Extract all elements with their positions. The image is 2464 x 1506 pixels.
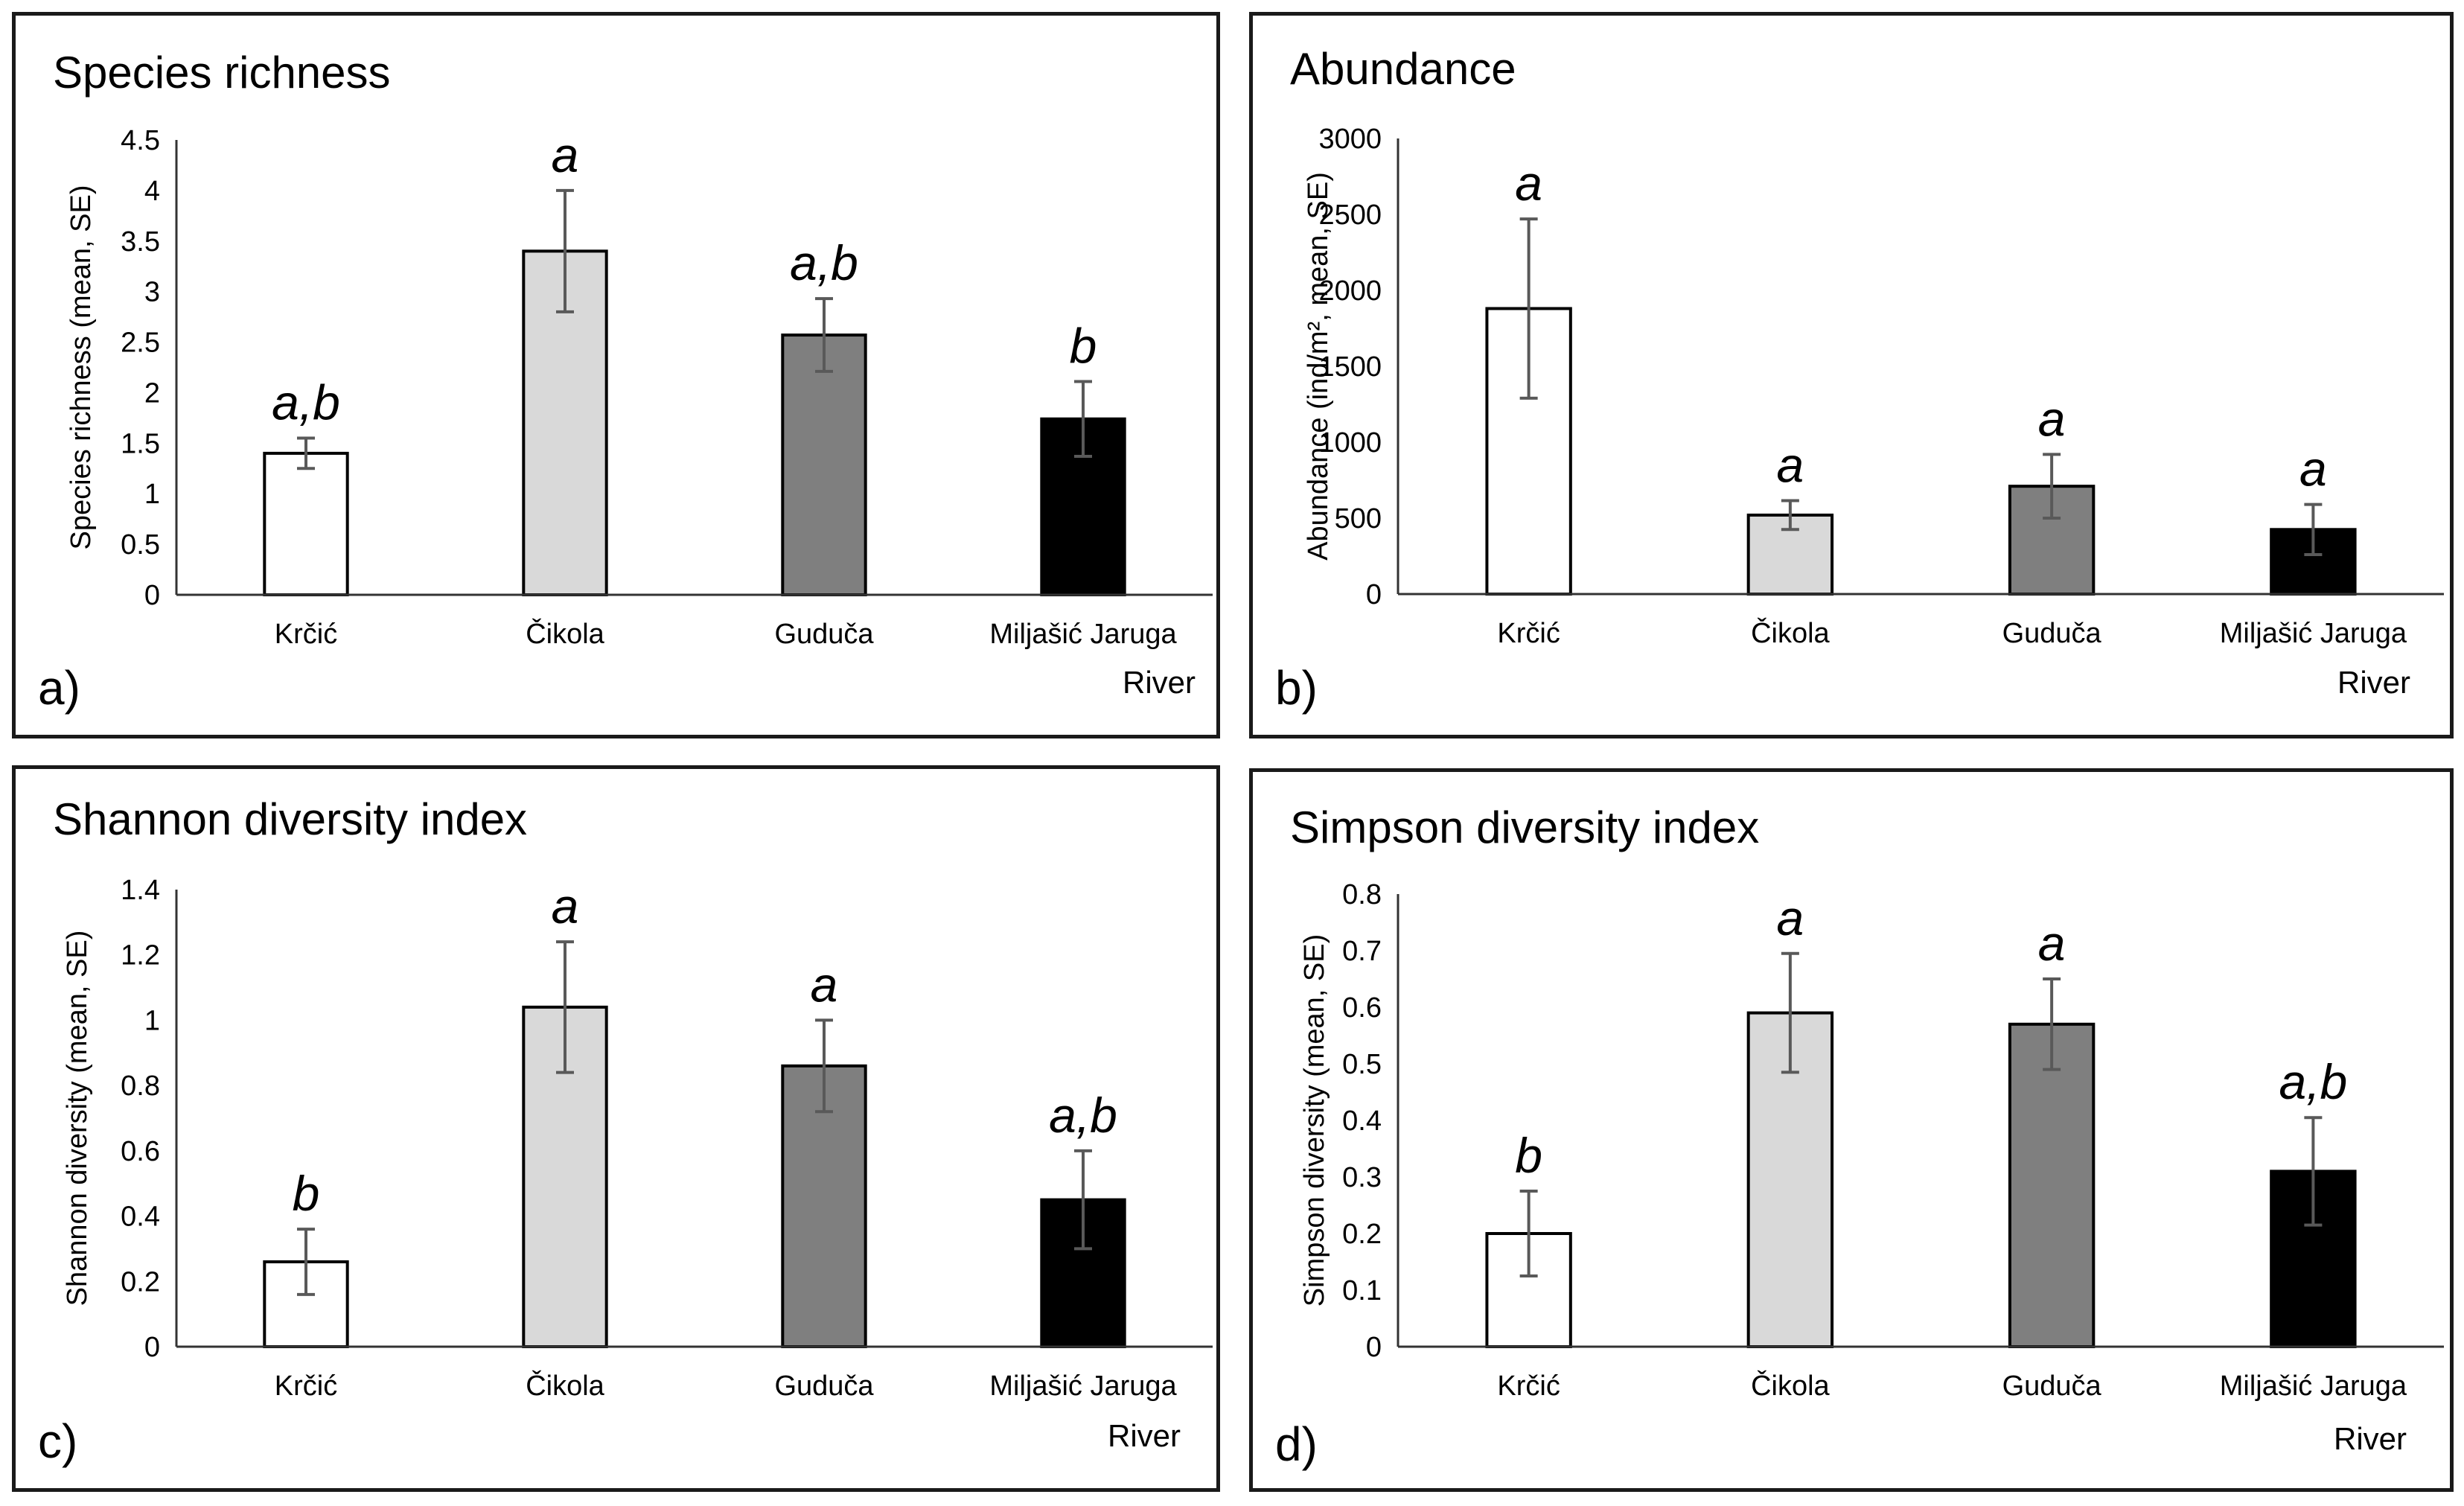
y-tick-label: 1.5: [121, 428, 160, 459]
x-tick-label: Krčić: [275, 619, 337, 650]
significance-label: a,b: [1049, 1088, 1117, 1143]
y-tick-label: 1000: [1318, 427, 1382, 459]
y-tick-label: 4: [144, 176, 160, 207]
panel-species-richness: Species richness a) River Species richness …: [12, 12, 1220, 738]
x-tick-label: Miljašić Jaruga: [2220, 1371, 2407, 1402]
y-axis-title: Shannon diversity (mean, SE): [62, 931, 93, 1306]
x-axis-title: River: [2334, 1421, 2407, 1456]
chart-abundance: Abundance b) River Abundance (ind/m², mean,…: [1275, 44, 2444, 715]
y-tick-label: 0: [144, 580, 160, 611]
y-tick-label: 0.8: [121, 1071, 160, 1102]
chart-title: Abundance: [1290, 44, 1516, 94]
bar: [263, 451, 349, 597]
y-tick-label: 2000: [1318, 275, 1382, 307]
x-axis-title: River: [1123, 665, 1196, 700]
x-tick-label: Miljašić Jaruga: [2220, 618, 2407, 649]
x-axis-title: River: [2337, 665, 2410, 700]
y-tick-label: 0: [144, 1332, 160, 1363]
y-axis-title: Species richness (mean, SE): [66, 185, 97, 550]
panel-letter: c): [38, 1414, 77, 1468]
y-tick-label: 3.5: [121, 226, 160, 258]
x-tick-label: Krčić: [1497, 618, 1560, 649]
y-tick-label: 0.7: [1342, 936, 1382, 967]
y-tick-label: 1.4: [121, 875, 160, 906]
y-axis-title: Simpson diversity (mean, SE): [1299, 934, 1330, 1307]
significance-label: a: [2038, 391, 2066, 446]
x-tick-label: Guduča: [2002, 618, 2102, 649]
significance-label: a: [552, 878, 579, 934]
x-tick-label: Čikola: [526, 1369, 604, 1402]
y-tick-label: 500: [1335, 503, 1382, 535]
significance-label: a: [811, 957, 838, 1012]
y-tick-label: 4.5: [121, 125, 160, 156]
bar: [781, 334, 867, 596]
y-tick-label: 1500: [1318, 351, 1382, 383]
significance-label: a,b: [790, 235, 858, 290]
y-tick-label: 0: [1366, 579, 1382, 610]
y-tick-label: 0.2: [1342, 1219, 1382, 1250]
y-tick-label: 0.4: [1342, 1105, 1382, 1137]
chart-title: Simpson diversity index: [1290, 803, 1759, 852]
x-tick-label: Krčić: [275, 1371, 337, 1402]
panel-letter: d): [1275, 1417, 1318, 1471]
y-tick-label: 2: [144, 377, 160, 409]
x-axis-title: River: [1108, 1418, 1181, 1453]
significance-label: a: [1515, 156, 1542, 211]
y-tick-label: 3: [144, 277, 160, 308]
significance-label: b: [1070, 319, 1097, 374]
y-tick-label: 2.5: [121, 328, 160, 359]
y-tick-label: 3000: [1318, 124, 1382, 155]
y-tick-label: 0.6: [121, 1136, 160, 1167]
y-tick-label: 0.4: [121, 1202, 160, 1233]
significance-label: b: [1515, 1128, 1542, 1183]
significance-label: b: [293, 1166, 320, 1221]
x-tick-label: Guduča: [774, 1371, 874, 1402]
x-tick-label: Guduča: [2002, 1371, 2102, 1402]
x-tick-label: Miljašić Jaruga: [989, 1371, 1177, 1402]
y-tick-label: 0.5: [1342, 1049, 1382, 1080]
significance-label: a: [1777, 890, 1804, 945]
y-tick-label: 0.2: [121, 1266, 160, 1298]
y-tick-label: 1: [144, 1005, 160, 1036]
significance-label: a: [2299, 441, 2327, 497]
x-tick-label: Čikola: [1751, 1369, 1830, 1402]
panel-simpson-diversity: Simpson diversity index d) River Simpson di…: [1249, 768, 2454, 1492]
chart-simpson-diversity: Simpson diversity index d) River Simpson di…: [1275, 803, 2444, 1471]
chart-species-richness: Species richness a) River Species richness …: [38, 48, 1213, 715]
y-tick-label: 0.3: [1342, 1162, 1382, 1193]
y-tick-label: 0.1: [1342, 1275, 1382, 1306]
y-tick-label: 0: [1366, 1332, 1382, 1363]
significance-label: a,b: [272, 375, 340, 430]
bar: [2008, 1022, 2096, 1348]
x-tick-label: Guduča: [774, 619, 874, 650]
panel-letter: a): [38, 661, 80, 715]
x-tick-label: Čikola: [1751, 616, 1830, 649]
chart-shannon-diversity: Shannon diversity index c) River Shannon di…: [38, 794, 1213, 1468]
significance-label: a: [1777, 438, 1804, 493]
significance-label: a,b: [2279, 1054, 2348, 1109]
panel-letter: b): [1275, 661, 1318, 715]
panel-shannon-diversity: Shannon diversity index c) River Shannon di…: [12, 765, 1220, 1492]
y-tick-label: 1: [144, 479, 160, 510]
y-tick-label: 0.8: [1342, 879, 1382, 910]
chart-title: Shannon diversity index: [53, 794, 527, 844]
y-tick-label: 0.5: [121, 529, 160, 561]
y-tick-label: 2500: [1318, 200, 1382, 231]
significance-label: a: [552, 127, 579, 182]
y-axis-title: Abundance (ind/m², mean, SE): [1303, 172, 1334, 561]
y-tick-label: 1.2: [121, 940, 160, 971]
y-tick-label: 0.6: [1342, 992, 1382, 1024]
panel-abundance: Abundance b) River Abundance (ind/m², mean,…: [1249, 12, 2454, 738]
x-tick-label: Miljašić Jaruga: [989, 619, 1177, 650]
x-tick-label: Čikola: [526, 617, 604, 650]
x-tick-label: Krčić: [1497, 1371, 1560, 1402]
chart-title: Species richness: [53, 48, 391, 98]
significance-label: a: [2038, 916, 2066, 971]
